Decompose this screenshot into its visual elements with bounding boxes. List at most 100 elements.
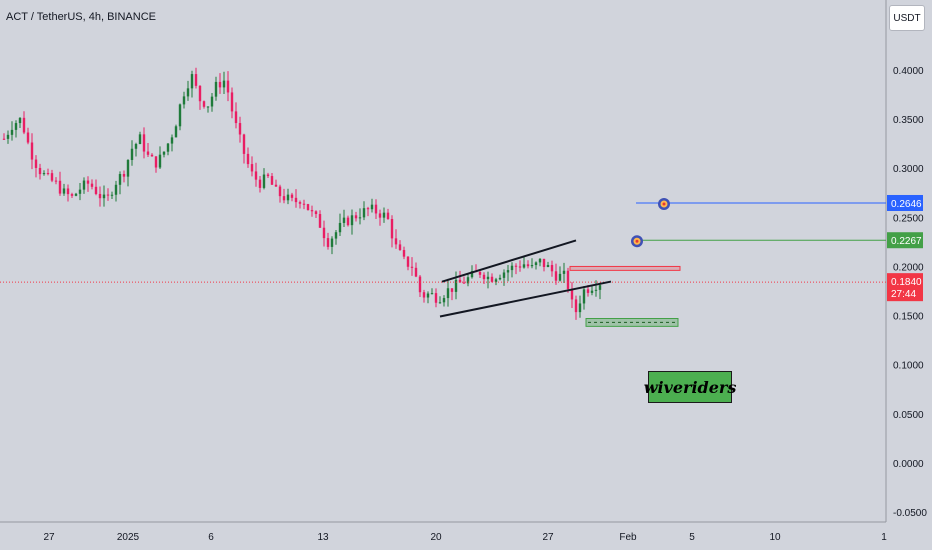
- target-price-tag: [887, 194, 923, 211]
- candle-body: [498, 277, 502, 280]
- candle-body: [14, 123, 18, 130]
- candle-body: [410, 266, 414, 268]
- candle-body: [586, 289, 590, 293]
- candle-body: [186, 88, 190, 97]
- candle-body: [266, 174, 270, 177]
- candle-body: [22, 117, 26, 133]
- candle-body: [86, 180, 90, 184]
- candle-body: [150, 154, 154, 157]
- candle-body: [362, 208, 366, 218]
- candle-body: [550, 265, 554, 272]
- candle-body: [302, 203, 306, 205]
- x-tick-label: 1: [881, 532, 887, 543]
- candle-body: [306, 204, 310, 211]
- candle-body: [282, 196, 286, 201]
- candle-body: [590, 290, 594, 293]
- y-tick-label: 0.0000: [893, 459, 924, 470]
- candle-body: [54, 180, 58, 182]
- resistance-zone: [569, 265, 681, 271]
- candle-body: [146, 151, 150, 155]
- candle-body: [46, 173, 50, 175]
- candle-body: [262, 174, 266, 188]
- candle-body: [582, 289, 586, 304]
- y-tick-label: 0.1000: [893, 361, 924, 372]
- candle-body: [174, 126, 178, 138]
- channel-lower-line: [439, 280, 612, 318]
- candle-body: [334, 232, 338, 239]
- candle-body: [94, 186, 98, 194]
- target-price-label: 0.2646: [891, 199, 922, 210]
- candle-body: [314, 211, 318, 215]
- currency-button[interactable]: USDT: [889, 5, 925, 31]
- candle-body: [542, 258, 546, 267]
- candle-body: [554, 271, 558, 281]
- candle-body: [446, 288, 450, 299]
- y-tick-label: 0.3000: [893, 164, 924, 175]
- time-axis[interactable]: 27 2025 6 13 20 27 Feb 5 10 1: [43, 532, 887, 543]
- candle-body: [450, 288, 454, 292]
- x-tick-label: 2025: [117, 532, 140, 543]
- candle-body: [346, 217, 350, 226]
- candle-body: [442, 298, 446, 303]
- candle-body: [366, 208, 370, 210]
- candle-body: [222, 80, 226, 88]
- y-tick-label: 0.0500: [893, 410, 924, 421]
- current-price-tag: [887, 273, 923, 302]
- candle-body: [298, 202, 302, 204]
- candle-body: [470, 271, 474, 278]
- candle-body: [278, 186, 282, 197]
- x-tick-label: 5: [689, 532, 695, 543]
- candle-body: [202, 101, 206, 107]
- candle-body: [402, 250, 406, 257]
- candle-body: [422, 292, 426, 298]
- candle-body: [10, 129, 14, 135]
- candle-body: [38, 167, 42, 175]
- target-price-label: 0.2267: [891, 236, 922, 247]
- y-tick-label: 0.1500: [893, 312, 924, 323]
- candle-body: [502, 272, 506, 278]
- candle-body: [166, 143, 170, 152]
- candle-body: [594, 289, 598, 291]
- candle-body: [42, 173, 46, 175]
- candle-body: [66, 188, 70, 195]
- candle-body: [490, 276, 494, 282]
- candle-body: [194, 74, 198, 86]
- candle-body: [102, 194, 106, 199]
- candle-body: [514, 265, 518, 267]
- candle-body: [466, 277, 470, 284]
- candle-body: [318, 214, 322, 228]
- target-icon-dot: [635, 239, 639, 243]
- candle-body: [178, 104, 182, 127]
- candle-body: [138, 134, 142, 144]
- candle-body: [98, 193, 102, 199]
- plot-area: [0, 0, 886, 522]
- candle-body: [482, 274, 486, 280]
- candle-body: [378, 213, 382, 218]
- candle-body: [518, 266, 522, 268]
- candle-body: [494, 279, 498, 282]
- target-price-tag: [887, 232, 923, 249]
- price-axis[interactable]: 0.4000 0.3500 0.3000 0.2500 0.2000 0.1500 0.10…: [893, 66, 927, 519]
- candle-body: [226, 80, 230, 93]
- candle-body: [418, 276, 422, 293]
- candle-body: [210, 96, 214, 107]
- candle-body: [398, 244, 402, 251]
- candle-body: [438, 302, 442, 304]
- candle-body: [478, 271, 482, 275]
- x-tick-label: 20: [430, 532, 442, 543]
- candle-body: [462, 282, 466, 284]
- candle-body: [534, 262, 538, 266]
- candle-body: [158, 154, 162, 168]
- candle-body: [126, 159, 130, 177]
- candle-body: [338, 222, 342, 233]
- candle-body: [206, 106, 210, 108]
- candle-body: [506, 270, 510, 273]
- x-tick-label: 27: [542, 532, 554, 543]
- candle-body: [234, 111, 238, 124]
- candle-body: [142, 134, 146, 152]
- candle-body: [374, 204, 378, 214]
- candle-body: [286, 194, 290, 201]
- candle-body: [258, 179, 262, 188]
